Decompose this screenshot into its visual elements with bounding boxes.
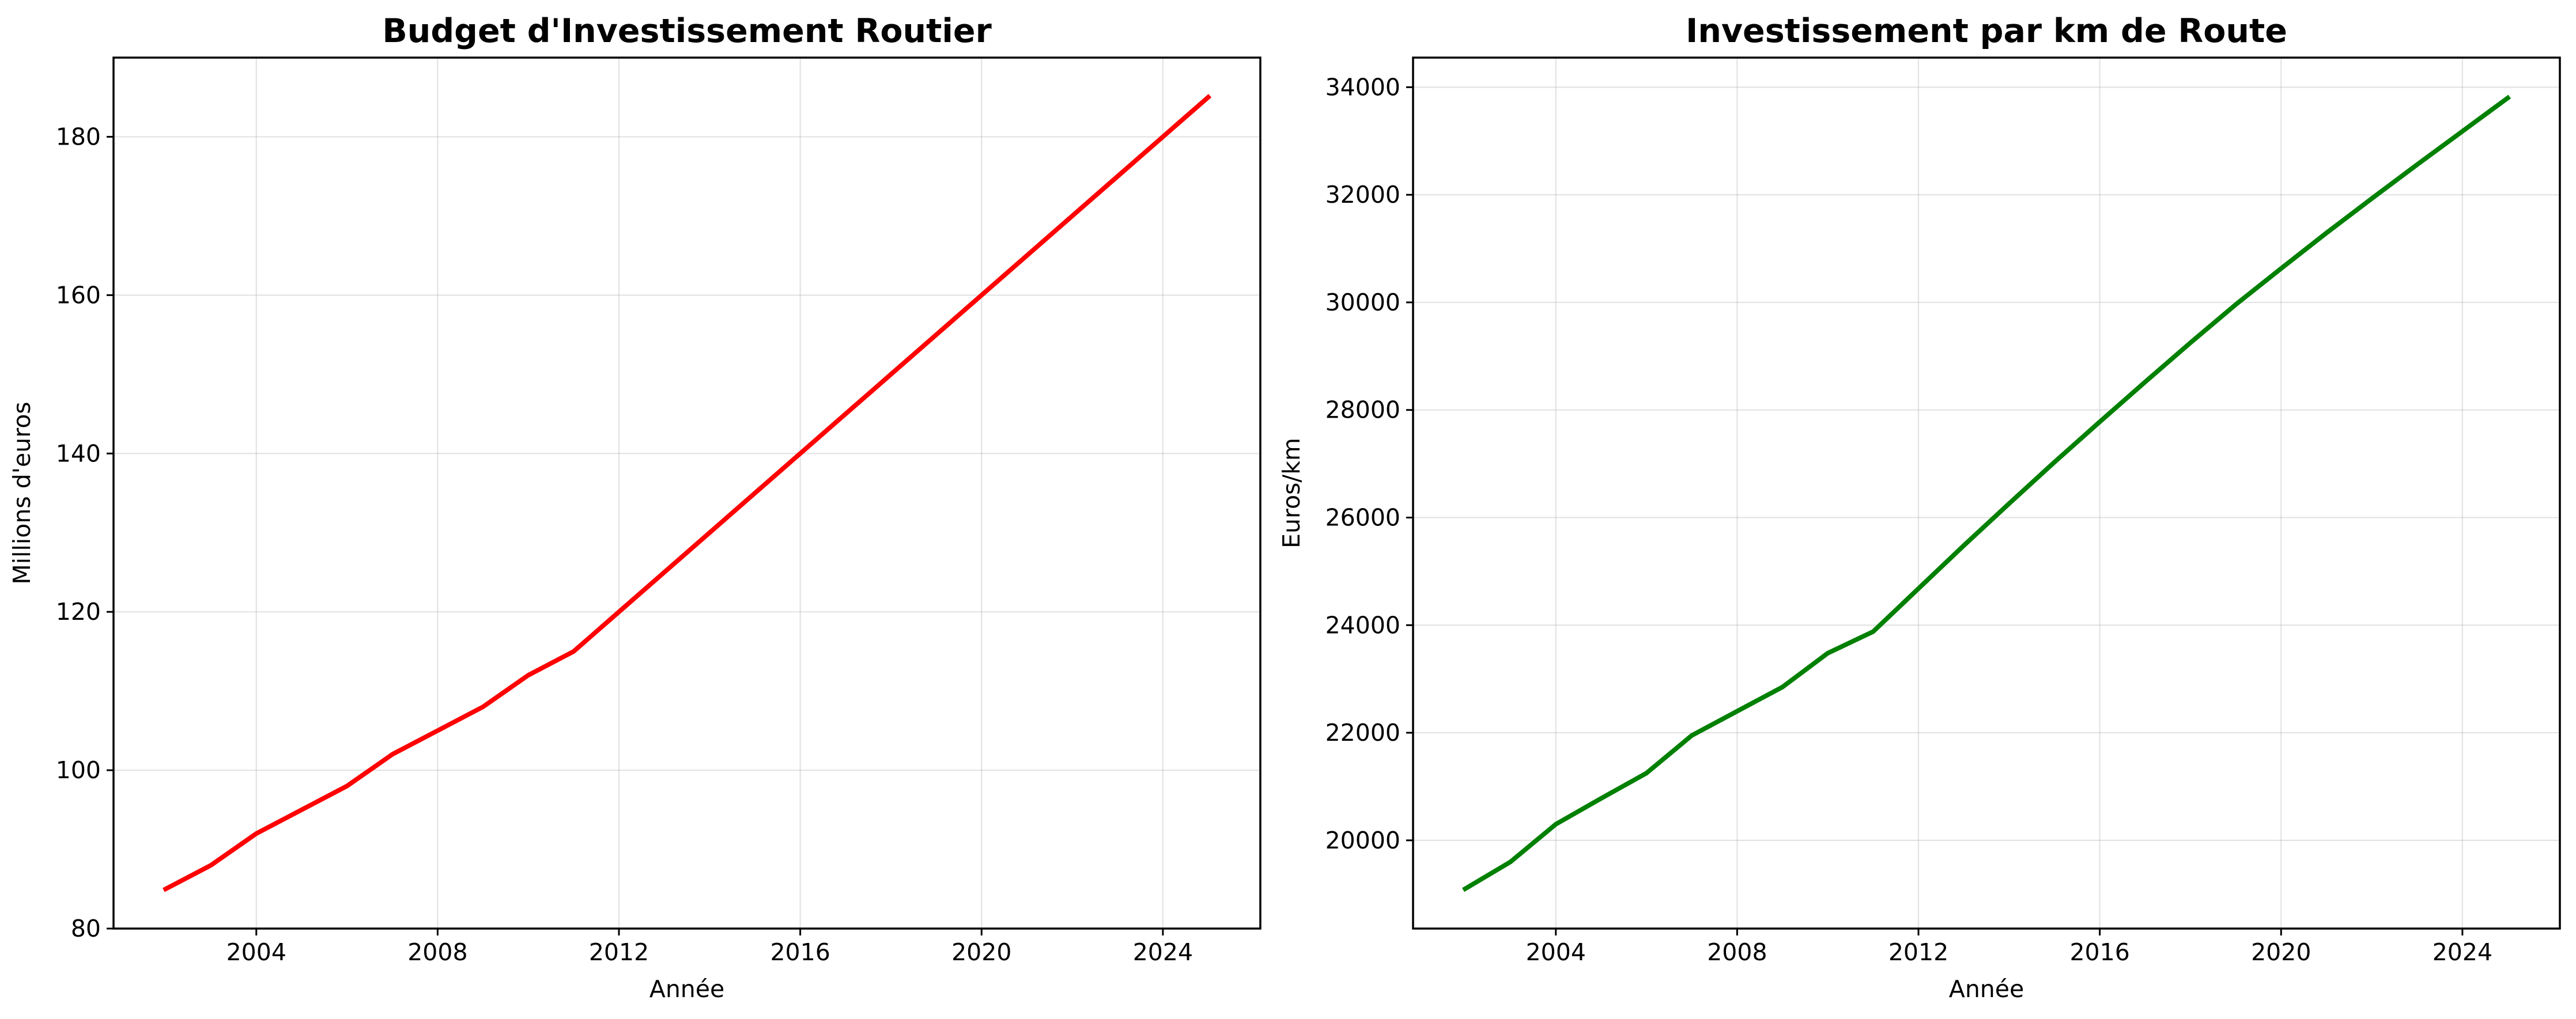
y-tick-label: 32000 bbox=[1325, 181, 1400, 209]
x-tick-label: 2024 bbox=[1133, 938, 1193, 966]
x-axis-label: Année bbox=[1949, 975, 2024, 1003]
y-tick-label: 120 bbox=[56, 598, 101, 626]
x-tick-label: 2020 bbox=[2251, 938, 2311, 966]
y-tick-label: 28000 bbox=[1325, 396, 1400, 424]
y-tick-label: 180 bbox=[56, 123, 101, 150]
y-tick-label: 26000 bbox=[1325, 503, 1400, 531]
x-tick-label: 2016 bbox=[770, 938, 830, 966]
y-tick-label: 140 bbox=[56, 440, 101, 467]
x-tick-label: 2012 bbox=[589, 938, 649, 966]
plot-frame bbox=[1412, 56, 2561, 930]
x-axis-label: Année bbox=[649, 975, 724, 1003]
chart-title: Budget d'Investissement Routier bbox=[382, 12, 991, 50]
x-tick-label: 2016 bbox=[2069, 938, 2129, 966]
x-tick-label: 2004 bbox=[1526, 938, 1586, 966]
x-tick-label: 2008 bbox=[1707, 938, 1767, 966]
y-tick-label: 24000 bbox=[1325, 611, 1400, 639]
y-tick-label: 160 bbox=[56, 281, 101, 309]
x-tick-label: 2012 bbox=[1888, 938, 1948, 966]
y-tick-label: 20000 bbox=[1325, 827, 1400, 854]
x-tick-label: 2024 bbox=[2433, 938, 2492, 966]
plot-frame bbox=[112, 56, 1261, 930]
x-tick-label: 2020 bbox=[951, 938, 1011, 966]
y-tick-label: 80 bbox=[71, 915, 101, 942]
y-tick-label: 34000 bbox=[1325, 73, 1400, 101]
chart-right: 2004 2008 2012 2016 2020 2024 20000 22000 24000 2… bbox=[1278, 12, 2561, 1003]
y-tick-label: 100 bbox=[56, 756, 101, 784]
x-tick-label: 2008 bbox=[407, 938, 467, 966]
y-axis-label: Millions d'euros bbox=[8, 401, 36, 584]
y-axis-label: Euros/km bbox=[1278, 438, 1305, 548]
series-line-left-0 bbox=[163, 94, 1212, 892]
y-tick-label: 22000 bbox=[1325, 719, 1400, 747]
y-tick-label: 30000 bbox=[1325, 289, 1400, 316]
series-line-right-0 bbox=[1461, 94, 2511, 892]
x-tick-label: 2004 bbox=[226, 938, 286, 966]
chart-title: Investissement par km de Route bbox=[1686, 12, 2287, 50]
chart-left: 2004 2008 2012 2016 2020 2024 80 100 120 140 160 18… bbox=[8, 12, 1261, 1003]
